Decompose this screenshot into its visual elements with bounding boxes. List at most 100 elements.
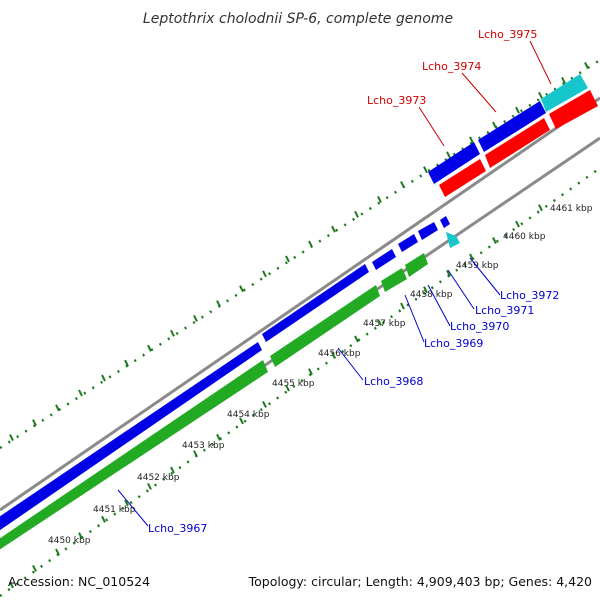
cds-block-3[interactable] bbox=[381, 268, 407, 292]
map-title: Leptothrix cholodnii SP-6, complete geno… bbox=[143, 11, 453, 27]
ruler-tick bbox=[262, 401, 267, 408]
ruler-tick bbox=[515, 220, 520, 228]
label-lcho-3971[interactable]: Lcho_3971 bbox=[475, 304, 534, 317]
outer-ruler-tick bbox=[308, 240, 313, 248]
outer-ruler-tick bbox=[32, 419, 37, 427]
label-lcho-3969[interactable]: Lcho_3969 bbox=[424, 337, 483, 350]
ruler-tick bbox=[101, 515, 106, 523]
leader-lcho-3968 bbox=[337, 347, 364, 381]
ruler-tick bbox=[78, 532, 83, 540]
outer-ruler-tick bbox=[216, 300, 221, 308]
outer-ruler-tick bbox=[101, 374, 106, 382]
gene-lcho-3974-block[interactable] bbox=[478, 101, 546, 152]
label-lcho-3970[interactable]: Lcho_3970 bbox=[450, 320, 509, 333]
ruler-tick bbox=[423, 286, 428, 294]
leader-lcho-3975 bbox=[529, 40, 552, 85]
ruler-tick bbox=[446, 269, 451, 277]
outer-gene-labels: Lcho_3973 Lcho_3974 Lcho_3975 bbox=[367, 28, 552, 147]
ruler-tick bbox=[285, 384, 290, 392]
kbp-label-4459: 4459 kbp bbox=[456, 261, 499, 271]
cyan-gene-block[interactable] bbox=[446, 232, 460, 248]
red-gene-2[interactable] bbox=[485, 118, 550, 168]
outer-ruler-tick bbox=[262, 270, 267, 278]
label-lcho-3967[interactable]: Lcho_3967 bbox=[148, 522, 207, 535]
ruler-tick bbox=[147, 483, 152, 490]
kbp-label-4453: 4453 kbp bbox=[182, 441, 225, 451]
red-gene-3[interactable] bbox=[549, 90, 598, 129]
ruler-tick bbox=[354, 335, 359, 343]
label-lcho-3968[interactable]: Lcho_3968 bbox=[364, 375, 423, 388]
kbp-label-4455: 4455 kbp bbox=[272, 379, 315, 389]
backbone-upper bbox=[0, 96, 600, 512]
kbp-label-4451: 4451 kbp bbox=[93, 505, 136, 515]
outer-ruler-tick bbox=[469, 136, 474, 144]
leader-lcho-3972 bbox=[469, 257, 501, 296]
label-lcho-3972[interactable]: Lcho_3972 bbox=[500, 289, 559, 302]
ruler-tick bbox=[216, 433, 221, 441]
kbp-label-4452: 4452 kbp bbox=[137, 473, 180, 483]
outer-ruler-tick bbox=[193, 315, 198, 322]
outer-ruler-tick bbox=[331, 225, 336, 233]
kbp-label-4454: 4454 kbp bbox=[227, 410, 270, 420]
ruler-tick bbox=[124, 499, 129, 507]
leader-lcho-3970 bbox=[427, 284, 451, 327]
kbp-label-4458: 4458 kbp bbox=[410, 290, 453, 300]
cds-block-2[interactable] bbox=[270, 285, 380, 367]
leader-lcho-3971 bbox=[447, 269, 475, 310]
forward-gene-track bbox=[0, 216, 460, 537]
inner-gene-labels: Lcho_3967 Lcho_3968 Lcho_3969 Lcho_3970 … bbox=[117, 257, 559, 535]
label-lcho-3973[interactable]: Lcho_3973 bbox=[367, 94, 426, 107]
red-gene-1[interactable] bbox=[439, 159, 486, 197]
outer-ruler-tick bbox=[515, 106, 520, 114]
outer-ruler-tick bbox=[170, 329, 175, 337]
gene-lcho-3970-block[interactable] bbox=[398, 234, 418, 252]
upper-gene-track bbox=[428, 74, 598, 197]
ruler-tick bbox=[55, 548, 60, 556]
cds-block-4[interactable] bbox=[405, 253, 428, 277]
gene-lcho-3975-block[interactable] bbox=[541, 74, 588, 112]
ruler-tick bbox=[170, 466, 175, 474]
gene-lcho-3971-block[interactable] bbox=[418, 222, 438, 240]
kbp-label-4456: 4456 kbp bbox=[318, 349, 361, 359]
label-lcho-3975[interactable]: Lcho_3975 bbox=[478, 28, 537, 41]
outer-ruler-tick bbox=[446, 151, 451, 159]
outer-dotted-ring bbox=[0, 58, 600, 450]
kbp-label-4450: 4450 kbp bbox=[48, 536, 91, 546]
outer-ruler-tick bbox=[538, 91, 543, 99]
outer-ruler-tick bbox=[354, 210, 359, 218]
ruler-tick bbox=[308, 368, 313, 376]
ruler-tick bbox=[400, 302, 405, 310]
outer-ruler-tick bbox=[55, 404, 60, 412]
outer-ruler-tick bbox=[400, 181, 405, 189]
leader-lcho-3974 bbox=[461, 72, 497, 113]
leader-lcho-3969 bbox=[404, 294, 425, 343]
cds-block-1[interactable] bbox=[0, 360, 268, 556]
ruler-tick bbox=[239, 417, 244, 425]
topology-summary: Topology: circular; Length: 4,909,403 bp… bbox=[248, 574, 592, 589]
outer-ruler-tick bbox=[9, 434, 14, 441]
outer-ruler-tick bbox=[561, 76, 566, 84]
leader-lcho-3967 bbox=[117, 489, 149, 527]
gene-lcho-3972-block[interactable] bbox=[440, 216, 450, 228]
ruler-tick bbox=[331, 351, 336, 359]
outer-ruler-tick bbox=[78, 389, 83, 397]
ruler-tick bbox=[193, 450, 198, 458]
ruler-tick bbox=[377, 319, 382, 326]
outer-ruler-tick bbox=[584, 62, 589, 69]
kbp-label-4460: 4460 kbp bbox=[503, 232, 546, 242]
gene-lcho-3973-block[interactable] bbox=[428, 142, 480, 184]
outer-ruler-tick bbox=[147, 344, 152, 352]
gene-lcho-3968-block[interactable] bbox=[262, 264, 369, 342]
label-lcho-3974[interactable]: Lcho_3974 bbox=[422, 60, 481, 73]
outer-ruler-tick bbox=[124, 359, 129, 367]
kbp-label-4457: 4457 kbp bbox=[363, 319, 406, 329]
gene-lcho-3967-block[interactable] bbox=[0, 342, 262, 537]
ruler-tick bbox=[492, 237, 497, 244]
outer-ruler-tick bbox=[285, 255, 290, 263]
gene-lcho-3969-block[interactable] bbox=[372, 249, 396, 270]
outer-ruler-tick bbox=[492, 121, 497, 129]
ruler-tick bbox=[538, 204, 543, 212]
ruler-ticks bbox=[9, 62, 589, 589]
kbp-label-4461: 4461 kbp bbox=[550, 204, 593, 214]
